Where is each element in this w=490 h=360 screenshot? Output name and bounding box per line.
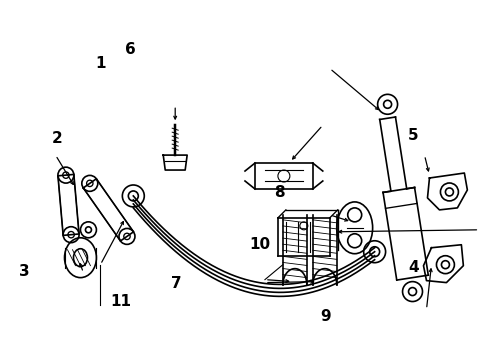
Text: 8: 8 <box>274 185 285 200</box>
Text: 2: 2 <box>51 131 62 146</box>
FancyBboxPatch shape <box>255 163 313 189</box>
Text: 9: 9 <box>320 309 331 324</box>
Text: 5: 5 <box>408 128 419 143</box>
Text: 10: 10 <box>249 237 270 252</box>
Text: 6: 6 <box>125 42 136 57</box>
Text: 4: 4 <box>408 260 419 275</box>
Text: 11: 11 <box>110 294 131 310</box>
Text: 1: 1 <box>96 56 106 71</box>
Text: 7: 7 <box>172 276 182 292</box>
Text: 3: 3 <box>19 264 29 279</box>
